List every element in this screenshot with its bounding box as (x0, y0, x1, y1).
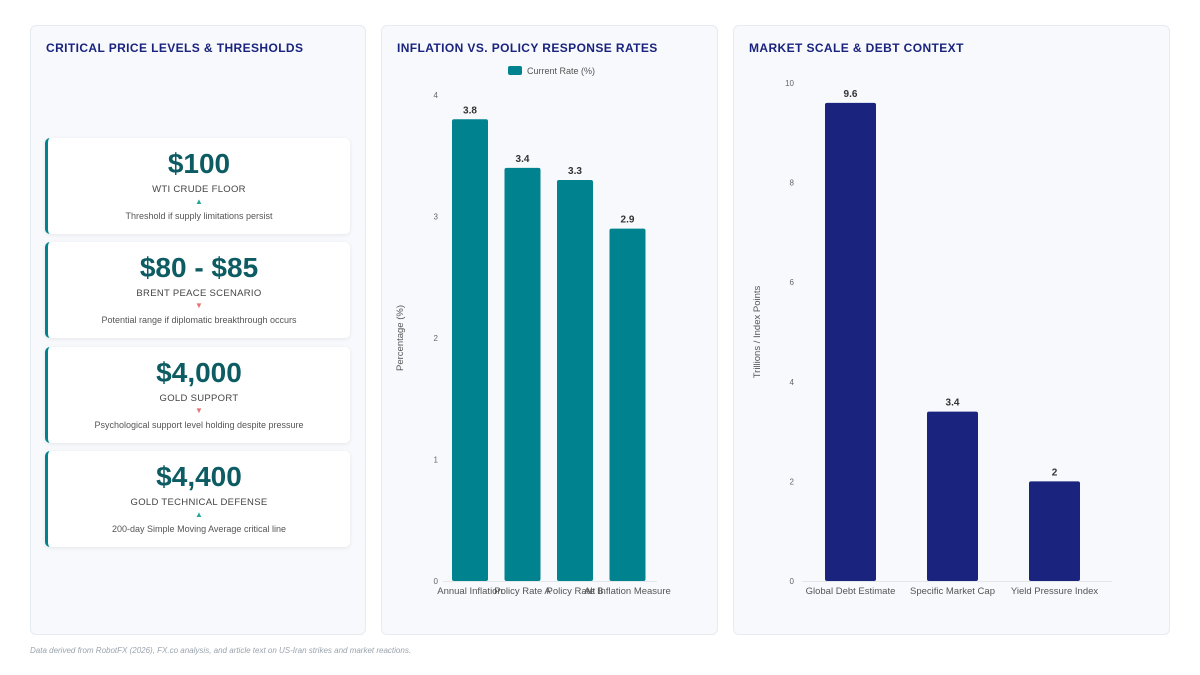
threshold-description: Psychological support level holding desp… (94, 420, 304, 430)
legend-label: Current Rate (%) (527, 66, 595, 76)
threshold-value: $80 - $85 (139, 252, 259, 283)
threshold-value: $4,400 (156, 461, 242, 492)
inflation-chart: Current Rate (%) 0 1 2 3 4 Percentage (%) 3.8 An… (395, 66, 671, 597)
thresholds-panel: CRITICAL PRICE LEVELS & THRESHOLDS $100 … (30, 25, 366, 635)
data-label: 2 (1052, 467, 1058, 478)
threshold-value: $4,000 (156, 357, 242, 388)
y-axis-label: Trillions / Index Points (752, 285, 763, 378)
y-tick-label: 3 (434, 213, 439, 222)
x-tick-label: Policy Rate A (494, 586, 551, 597)
threshold-description: Threshold if supply limitations persist (125, 211, 273, 221)
threshold-label: GOLD TECHNICAL DEFENSE (130, 497, 268, 508)
threshold-label: WTI CRUDE FLOOR (152, 184, 246, 195)
y-tick-label: 0 (434, 577, 439, 586)
inflation-panel: INFLATION VS. POLICY RESPONSE RATES Curr… (381, 25, 718, 635)
threshold-value: $100 (167, 148, 231, 179)
x-tick-label: Global Debt Estimate (806, 586, 896, 597)
threshold-card-gold-defense: $4,400 GOLD TECHNICAL DEFENSE ▲ 200-day … (45, 451, 350, 547)
y-tick-label: 8 (790, 179, 795, 188)
threshold-description: 200-day Simple Moving Average critical l… (112, 524, 286, 534)
y-tick-label: 2 (790, 477, 795, 486)
y-tick-label: 10 (785, 79, 794, 88)
bar (609, 228, 646, 581)
market-panel-title: MARKET SCALE & DEBT CONTEXT (749, 41, 964, 55)
data-label: 3.4 (516, 154, 530, 165)
bar (825, 102, 876, 582)
y-tick-label: 2 (434, 334, 439, 343)
market-panel: MARKET SCALE & DEBT CONTEXT 0 2 4 6 8 10 Trill… (733, 25, 1170, 635)
bar (1029, 481, 1080, 581)
y-axis-label: Percentage (%) (395, 305, 406, 371)
threshold-label: BRENT PEACE SCENARIO (136, 288, 262, 299)
y-tick-label: 0 (790, 577, 795, 586)
arrow-down-icon: ▼ (195, 406, 203, 415)
thresholds-panel-title: CRITICAL PRICE LEVELS & THRESHOLDS (46, 41, 304, 55)
threshold-card-brent: $80 - $85 BRENT PEACE SCENARIO ▼ Potenti… (45, 242, 350, 338)
threshold-description: Potential range if diplomatic breakthrou… (101, 315, 297, 325)
inflation-panel-title: INFLATION VS. POLICY RESPONSE RATES (397, 41, 658, 55)
arrow-up-icon: ▲ (195, 197, 203, 206)
y-tick-label: 6 (790, 278, 795, 287)
bar (452, 119, 488, 582)
y-tick-label: 1 (434, 456, 439, 465)
market-chart: 0 2 4 6 8 10 Trillions / Index Points 9.6 Global… (752, 79, 1112, 597)
threshold-card-gold-support: $4,000 GOLD SUPPORT ▼ Psychological supp… (45, 347, 350, 443)
source-footnote: Data derived from RobotFX (2026), FX.co … (30, 646, 412, 655)
bar (557, 180, 593, 582)
threshold-label: GOLD SUPPORT (159, 393, 239, 404)
x-tick-label: Specific Market Cap (910, 586, 995, 597)
x-tick-label: Policy Rate B (546, 586, 603, 597)
legend-swatch (508, 66, 522, 75)
x-tick-label: Yield Pressure Index (1011, 586, 1099, 597)
arrow-down-icon: ▼ (195, 301, 203, 310)
x-tick-label: Annual Inflation (437, 586, 503, 597)
y-tick-label: 4 (434, 91, 439, 100)
x-tick-label: Alt Inflation Measure (584, 586, 671, 597)
y-tick-label: 4 (790, 378, 795, 387)
arrow-up-icon: ▲ (195, 510, 203, 519)
bar (927, 411, 978, 581)
data-label: 3.4 (946, 398, 960, 409)
data-label: 9.6 (844, 89, 858, 100)
data-label: 3.8 (463, 105, 477, 116)
bar (504, 167, 541, 581)
data-label: 3.3 (568, 166, 582, 177)
threshold-card-wti: $100 WTI CRUDE FLOOR ▲ Threshold if supp… (45, 138, 350, 234)
data-label: 2.9 (621, 215, 635, 226)
